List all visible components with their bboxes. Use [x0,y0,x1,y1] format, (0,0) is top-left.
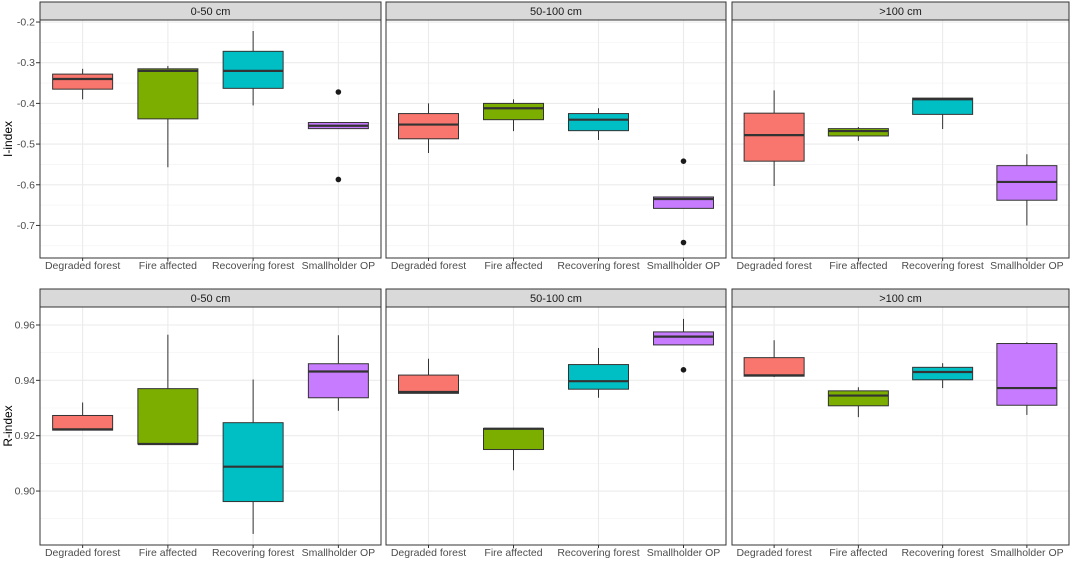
x-tick-label-recovering-forest: Recovering forest [557,260,639,272]
y-tick-label: -0.7 [17,220,35,232]
box-smallholder-op-outlier [680,367,687,373]
box-smallholder-op [653,196,714,209]
x-tick-label-recovering-forest: Recovering forest [557,547,639,559]
x-tick-label-smallholder-op: Smallholder OP [647,260,721,272]
facet-label: 0-50 cm [191,6,231,18]
box-recovering-forest [568,113,629,132]
panel-r-index-100-cm-background [732,307,1069,545]
box-degraded-forest [743,357,805,377]
box-recovering-forest [222,422,284,503]
box-fire-affected [483,102,544,121]
panel-i-index-50-100-cm-border [385,19,727,259]
x-tick-label-smallholder-op: Smallholder OP [302,547,376,559]
panel-i-index-0-50-cm-border [39,19,382,259]
facet-label: >100 cm [879,6,922,18]
x-tick-label-fire-affected: Fire affected [139,547,197,559]
y-tick-label: 0.92 [15,430,36,442]
box-smallholder-op [653,331,714,346]
x-tick-label-degraded-forest: Degraded forest [45,260,120,272]
y-tick-label: -0.5 [17,139,35,151]
y-tick-label: -0.6 [17,179,35,191]
x-tick-label-degraded-forest: Degraded forest [736,547,811,559]
x-tick-label-recovering-forest: Recovering forest [212,547,294,559]
facet-label: 0-50 cm [191,293,231,305]
box-degraded-forest [52,414,114,431]
x-tick-label-recovering-forest: Recovering forest [212,260,294,272]
x-tick-label-degraded-forest: Degraded forest [391,260,466,272]
y-tick-label: -0.3 [17,57,35,69]
x-tick-label-recovering-forest: Recovering forest [901,260,983,272]
x-tick-label-degraded-forest: Degraded forest [45,547,120,559]
y-tick-label: 0.96 [15,319,36,331]
facet-label: 50-100 cm [530,293,582,305]
box-smallholder-op [307,363,369,399]
y-tick-label: 0.94 [15,375,36,387]
box-fire-affected [483,427,544,451]
box-smallholder-op-outlier [680,158,687,164]
box-smallholder-op-outlier [680,239,687,246]
y-tick-label: -0.2 [17,17,35,29]
facet-label: 50-100 cm [530,6,582,18]
box-fire-affected [137,68,199,120]
x-tick-label-smallholder-op: Smallholder OP [990,547,1064,559]
x-tick-label-fire-affected: Fire affected [829,547,887,559]
box-recovering-forest [912,97,974,115]
x-tick-label-fire-affected: Fire affected [484,547,542,559]
box-recovering-forest [912,366,974,381]
box-degraded-forest [398,374,459,394]
x-tick-label-fire-affected: Fire affected [484,260,542,272]
y-tick-label: -0.4 [17,98,35,110]
x-tick-label-fire-affected: Fire affected [829,260,887,272]
panel-r-index-50-100-cm-background [386,307,726,545]
x-tick-label-recovering-forest: Recovering forest [901,547,983,559]
x-tick-label-fire-affected: Fire affected [139,260,197,272]
panel-i-index-100-cm-border [731,19,1070,259]
box-recovering-forest [568,364,629,390]
x-tick-label-degraded-forest: Degraded forest [391,547,466,559]
x-tick-label-smallholder-op: Smallholder OP [647,547,721,559]
x-tick-label-smallholder-op: Smallholder OP [302,260,376,272]
x-tick-label-smallholder-op: Smallholder OP [990,260,1064,272]
box-degraded-forest [743,112,805,162]
box-degraded-forest [398,113,459,140]
x-tick-label-degraded-forest: Degraded forest [736,260,811,272]
panel-r-index-100-cm-border [731,306,1070,546]
box-fire-affected [137,388,199,445]
box-smallholder-op [996,343,1058,406]
facet-label: >100 cm [879,293,922,305]
y-axis-label-i-index: I-index [1,121,15,157]
box-smallholder-op-outlier [335,176,342,183]
y-tick-label: 0.90 [15,486,36,498]
panel-r-index-50-100-cm-border [385,306,727,546]
box-smallholder-op-outlier [335,89,342,95]
box-fire-affected [827,390,889,407]
y-axis-label-r-index: R-index [1,405,15,446]
panel-r-index-0-50-cm-border [39,306,382,546]
panel-i-index-0-50-cm-background [40,20,381,258]
box-degraded-forest [52,73,114,90]
box-fire-affected [827,128,889,137]
